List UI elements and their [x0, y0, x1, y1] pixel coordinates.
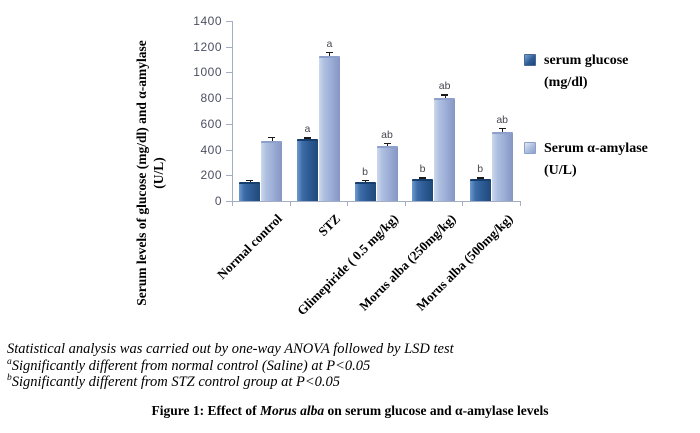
error-bar-cap — [246, 179, 254, 182]
error-bar-cap — [498, 127, 506, 130]
y-tick-label: 800 — [200, 91, 222, 106]
y-tick-mark — [226, 123, 232, 125]
legend-label-amylase: Serum α-amylase — [544, 141, 648, 156]
footnote-sig-b: bSignificantly different from STZ contro… — [7, 373, 454, 391]
error-bar — [387, 142, 388, 146]
significance-label: ab — [496, 113, 509, 126]
legend-label-glucose-unit: (mg/dl) — [544, 75, 588, 90]
error-bar-cap — [303, 137, 311, 139]
significance-label: a — [304, 123, 311, 136]
figure-caption: Figure 1: Effect of Morus alba on serum … — [0, 403, 700, 419]
error-bar-cap — [419, 177, 427, 179]
bar — [296, 139, 318, 201]
bar — [261, 140, 283, 201]
error-bar-cap — [441, 94, 449, 96]
significance-label: ab — [438, 80, 451, 93]
x-axis-label: Morus alba (500mg/kg) — [413, 211, 516, 314]
bar — [376, 145, 398, 201]
x-tick-mark — [520, 201, 521, 206]
bar — [318, 55, 340, 201]
bar — [434, 98, 456, 201]
footnote-text-a: Significantly different from normal cont… — [11, 357, 371, 374]
x-tick-mark — [462, 201, 464, 206]
legend-label-amylase-unit: (U/L) — [544, 163, 577, 178]
error-bar — [502, 127, 504, 132]
significance-label: a — [326, 37, 333, 50]
y-tick-label: 200 — [200, 168, 222, 183]
error-bar-cap — [476, 177, 484, 179]
caption-species-name: Morus alba — [260, 403, 325, 418]
legend-swatch-amylase-icon — [524, 142, 536, 154]
footnotes: Statistical analysis was carried out by … — [7, 341, 454, 391]
bar — [491, 131, 513, 201]
error-bar-cap — [383, 142, 391, 144]
footnote-sup-b: b — [7, 373, 12, 384]
significance-label: b — [419, 163, 426, 176]
significance-label: b — [362, 165, 368, 178]
legend-entry-amylase: Serum α-amylase (U/L) — [524, 138, 648, 182]
x-axis-label: Normal control — [214, 211, 286, 282]
bar — [239, 181, 261, 201]
error-bar — [271, 136, 273, 141]
y-tick-label: 1000 — [193, 65, 222, 80]
y-tick-label: 1200 — [193, 39, 222, 54]
y-tick-label: 600 — [200, 116, 222, 131]
y-tick-mark — [226, 175, 232, 177]
x-axis-label: Glimepiride ( 0.5 mg/kg) — [293, 211, 401, 319]
legend-entry-glucose: serum glucose (mg/dl) — [524, 50, 648, 94]
footnote-anova: Statistical analysis was carried out by … — [7, 341, 454, 358]
x-tick-mark — [289, 201, 291, 206]
legend: serum glucose (mg/dl) Serum α-amylase (U… — [524, 50, 648, 182]
y-axis-line — [232, 21, 233, 202]
legend-swatch-glucose-icon — [524, 54, 536, 66]
footnote-text-b: Significantly different from STZ control… — [11, 374, 340, 390]
bar — [412, 179, 434, 201]
x-tick-mark — [404, 201, 406, 206]
y-tick-label: 400 — [200, 142, 222, 157]
footnote-sig-a: aSignificantly different from normal con… — [7, 356, 454, 375]
error-bar-cap — [268, 136, 276, 139]
error-bar — [329, 51, 331, 56]
significance-label: ab — [381, 128, 393, 141]
bar — [354, 181, 376, 201]
x-axis-label: STZ — [315, 211, 344, 239]
y-tick-mark — [226, 21, 232, 22]
y-tick-label: 0 — [214, 194, 222, 208]
error-bar — [444, 94, 446, 99]
y-tick-mark — [226, 98, 232, 100]
x-tick-mark — [347, 201, 349, 206]
legend-label-glucose: serum glucose — [544, 53, 629, 68]
y-tick-mark — [226, 72, 232, 74]
error-bar-cap — [325, 51, 333, 54]
caption-suffix: on serum glucose and α-amylase levels — [324, 403, 549, 418]
y-tick-mark — [226, 201, 232, 202]
y-tick-mark — [226, 46, 232, 48]
x-tick-mark — [232, 201, 233, 206]
y-tick-label: 1400 — [193, 14, 222, 28]
caption-prefix: Figure 1: Effect of — [151, 403, 261, 418]
significance-label: b — [477, 163, 484, 176]
footnote-text: Statistical analysis was carried out by … — [7, 341, 454, 357]
x-axis-label: Morus alba (250mg/kg) — [355, 211, 459, 314]
y-tick-mark — [226, 149, 232, 151]
footnote-sup-a: a — [7, 356, 12, 367]
error-bar-cap — [361, 179, 369, 182]
bar — [469, 179, 491, 201]
x-axis-line — [232, 201, 521, 202]
